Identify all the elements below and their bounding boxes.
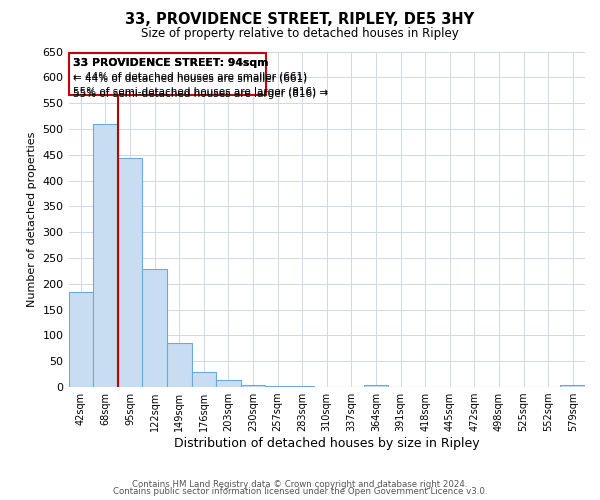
Bar bbox=[142, 270, 167, 387]
Bar bbox=[241, 384, 265, 387]
Bar bbox=[265, 386, 290, 387]
Bar bbox=[216, 380, 241, 387]
Text: Contains public sector information licensed under the Open Government Licence v3: Contains public sector information licen… bbox=[113, 487, 487, 496]
Text: Size of property relative to detached houses in Ripley: Size of property relative to detached ho… bbox=[141, 28, 459, 40]
Text: ← 44% of detached houses are smaller (661)
55% of semi-detached houses are large: ← 44% of detached houses are smaller (66… bbox=[73, 71, 329, 96]
Bar bbox=[191, 372, 216, 387]
Bar bbox=[290, 386, 314, 387]
Y-axis label: Number of detached properties: Number of detached properties bbox=[27, 132, 37, 307]
Text: 33, PROVIDENCE STREET, RIPLEY, DE5 3HY: 33, PROVIDENCE STREET, RIPLEY, DE5 3HY bbox=[125, 12, 475, 28]
Bar bbox=[68, 292, 93, 387]
Text: 33 PROVIDENCE STREET: 94sqm: 33 PROVIDENCE STREET: 94sqm bbox=[73, 58, 269, 68]
Bar bbox=[364, 384, 388, 387]
Text: Contains HM Land Registry data © Crown copyright and database right 2024.: Contains HM Land Registry data © Crown c… bbox=[132, 480, 468, 489]
Bar bbox=[167, 343, 191, 387]
Text: ← 44% of detached houses are smaller (661)
55% of semi-detached houses are large: ← 44% of detached houses are smaller (66… bbox=[73, 73, 329, 99]
Text: 33 PROVIDENCE STREET: 94sqm: 33 PROVIDENCE STREET: 94sqm bbox=[73, 58, 269, 68]
Bar bbox=[560, 385, 585, 387]
X-axis label: Distribution of detached houses by size in Ripley: Distribution of detached houses by size … bbox=[174, 437, 479, 450]
Bar bbox=[118, 158, 142, 387]
FancyBboxPatch shape bbox=[69, 53, 266, 96]
Bar bbox=[93, 124, 118, 387]
